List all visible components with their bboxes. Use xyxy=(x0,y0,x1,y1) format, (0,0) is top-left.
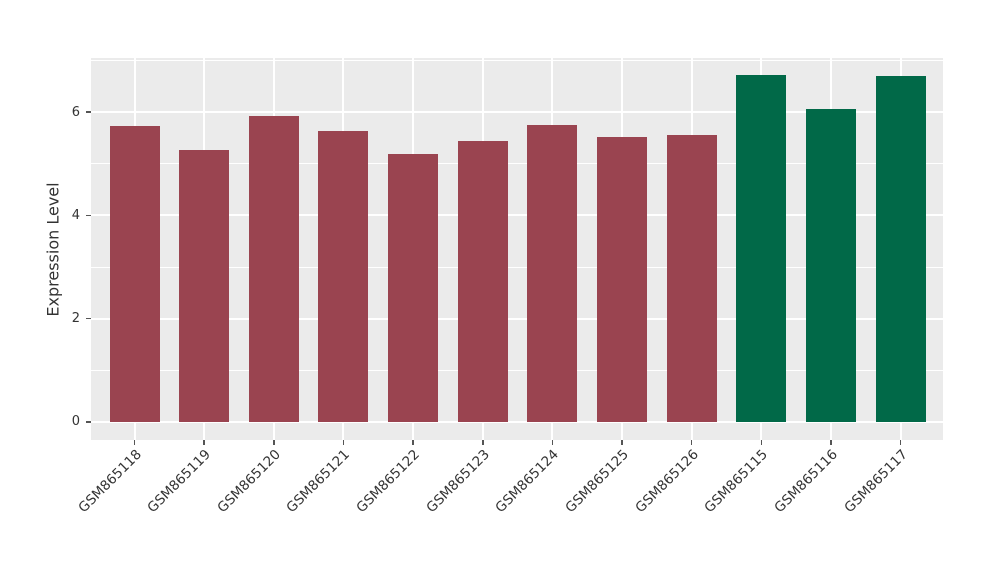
plot-panel xyxy=(91,58,943,440)
y-tick-mark xyxy=(86,214,91,217)
bar-GSM865126 xyxy=(666,135,717,422)
y-tick-label: 4 xyxy=(71,207,80,223)
x-tick-label: GSM865122 xyxy=(353,446,423,517)
x-tick-label: GSM865119 xyxy=(144,446,215,517)
gridline-minor xyxy=(91,163,943,165)
x-tick-mark xyxy=(342,440,345,445)
gridline-minor xyxy=(91,266,943,268)
x-tick-mark xyxy=(133,440,136,445)
x-tick-label: GSM865121 xyxy=(283,446,354,517)
x-tick-mark xyxy=(203,440,205,445)
bar-GSM865124 xyxy=(527,124,578,422)
bar-GSM865121 xyxy=(318,131,369,422)
x-tick-label: GSM865116 xyxy=(771,446,841,517)
x-tick-mark xyxy=(830,440,832,445)
x-tick-mark xyxy=(690,440,693,445)
bar-GSM865115 xyxy=(736,74,787,422)
bar-GSM865116 xyxy=(806,108,856,422)
x-tick-label: GSM865117 xyxy=(841,446,911,517)
x-tick-mark xyxy=(412,440,414,445)
x-tick-label: GSM865120 xyxy=(214,446,284,517)
gridline-major xyxy=(91,214,943,217)
x-tick-mark xyxy=(482,440,484,445)
y-tick-mark xyxy=(86,421,91,423)
x-tick-mark xyxy=(551,440,554,445)
bar-GSM865117 xyxy=(875,76,926,422)
x-tick-label: GSM865123 xyxy=(423,446,493,517)
gridline-minor xyxy=(91,369,943,371)
y-tick-label: 2 xyxy=(71,311,80,327)
bar-GSM865123 xyxy=(457,140,508,422)
gridline-major xyxy=(91,420,943,423)
y-tick-label: 0 xyxy=(71,414,80,430)
x-tick-label: GSM865118 xyxy=(74,446,145,517)
x-tick-mark xyxy=(899,440,902,445)
x-tick-label: GSM865125 xyxy=(562,446,632,517)
y-tick-label: 6 xyxy=(71,104,80,120)
bar-GSM865122 xyxy=(388,153,439,422)
y-tick-mark xyxy=(86,317,91,320)
x-tick-mark xyxy=(273,440,275,445)
y-axis-title: Expression Level xyxy=(43,181,63,317)
x-tick-label: GSM865124 xyxy=(492,446,563,517)
bar-GSM865125 xyxy=(597,137,648,422)
gridline-major xyxy=(91,111,943,114)
x-tick-mark xyxy=(760,440,763,445)
gridline-major xyxy=(91,317,943,320)
bar-GSM865120 xyxy=(248,116,299,422)
bar-GSM865119 xyxy=(179,149,230,422)
x-tick-label: GSM865115 xyxy=(701,446,772,517)
y-tick-mark xyxy=(86,111,91,113)
bar-GSM865118 xyxy=(109,125,160,422)
x-tick-mark xyxy=(621,440,623,445)
x-tick-label: GSM865126 xyxy=(632,446,702,517)
gridline-minor xyxy=(91,60,943,62)
